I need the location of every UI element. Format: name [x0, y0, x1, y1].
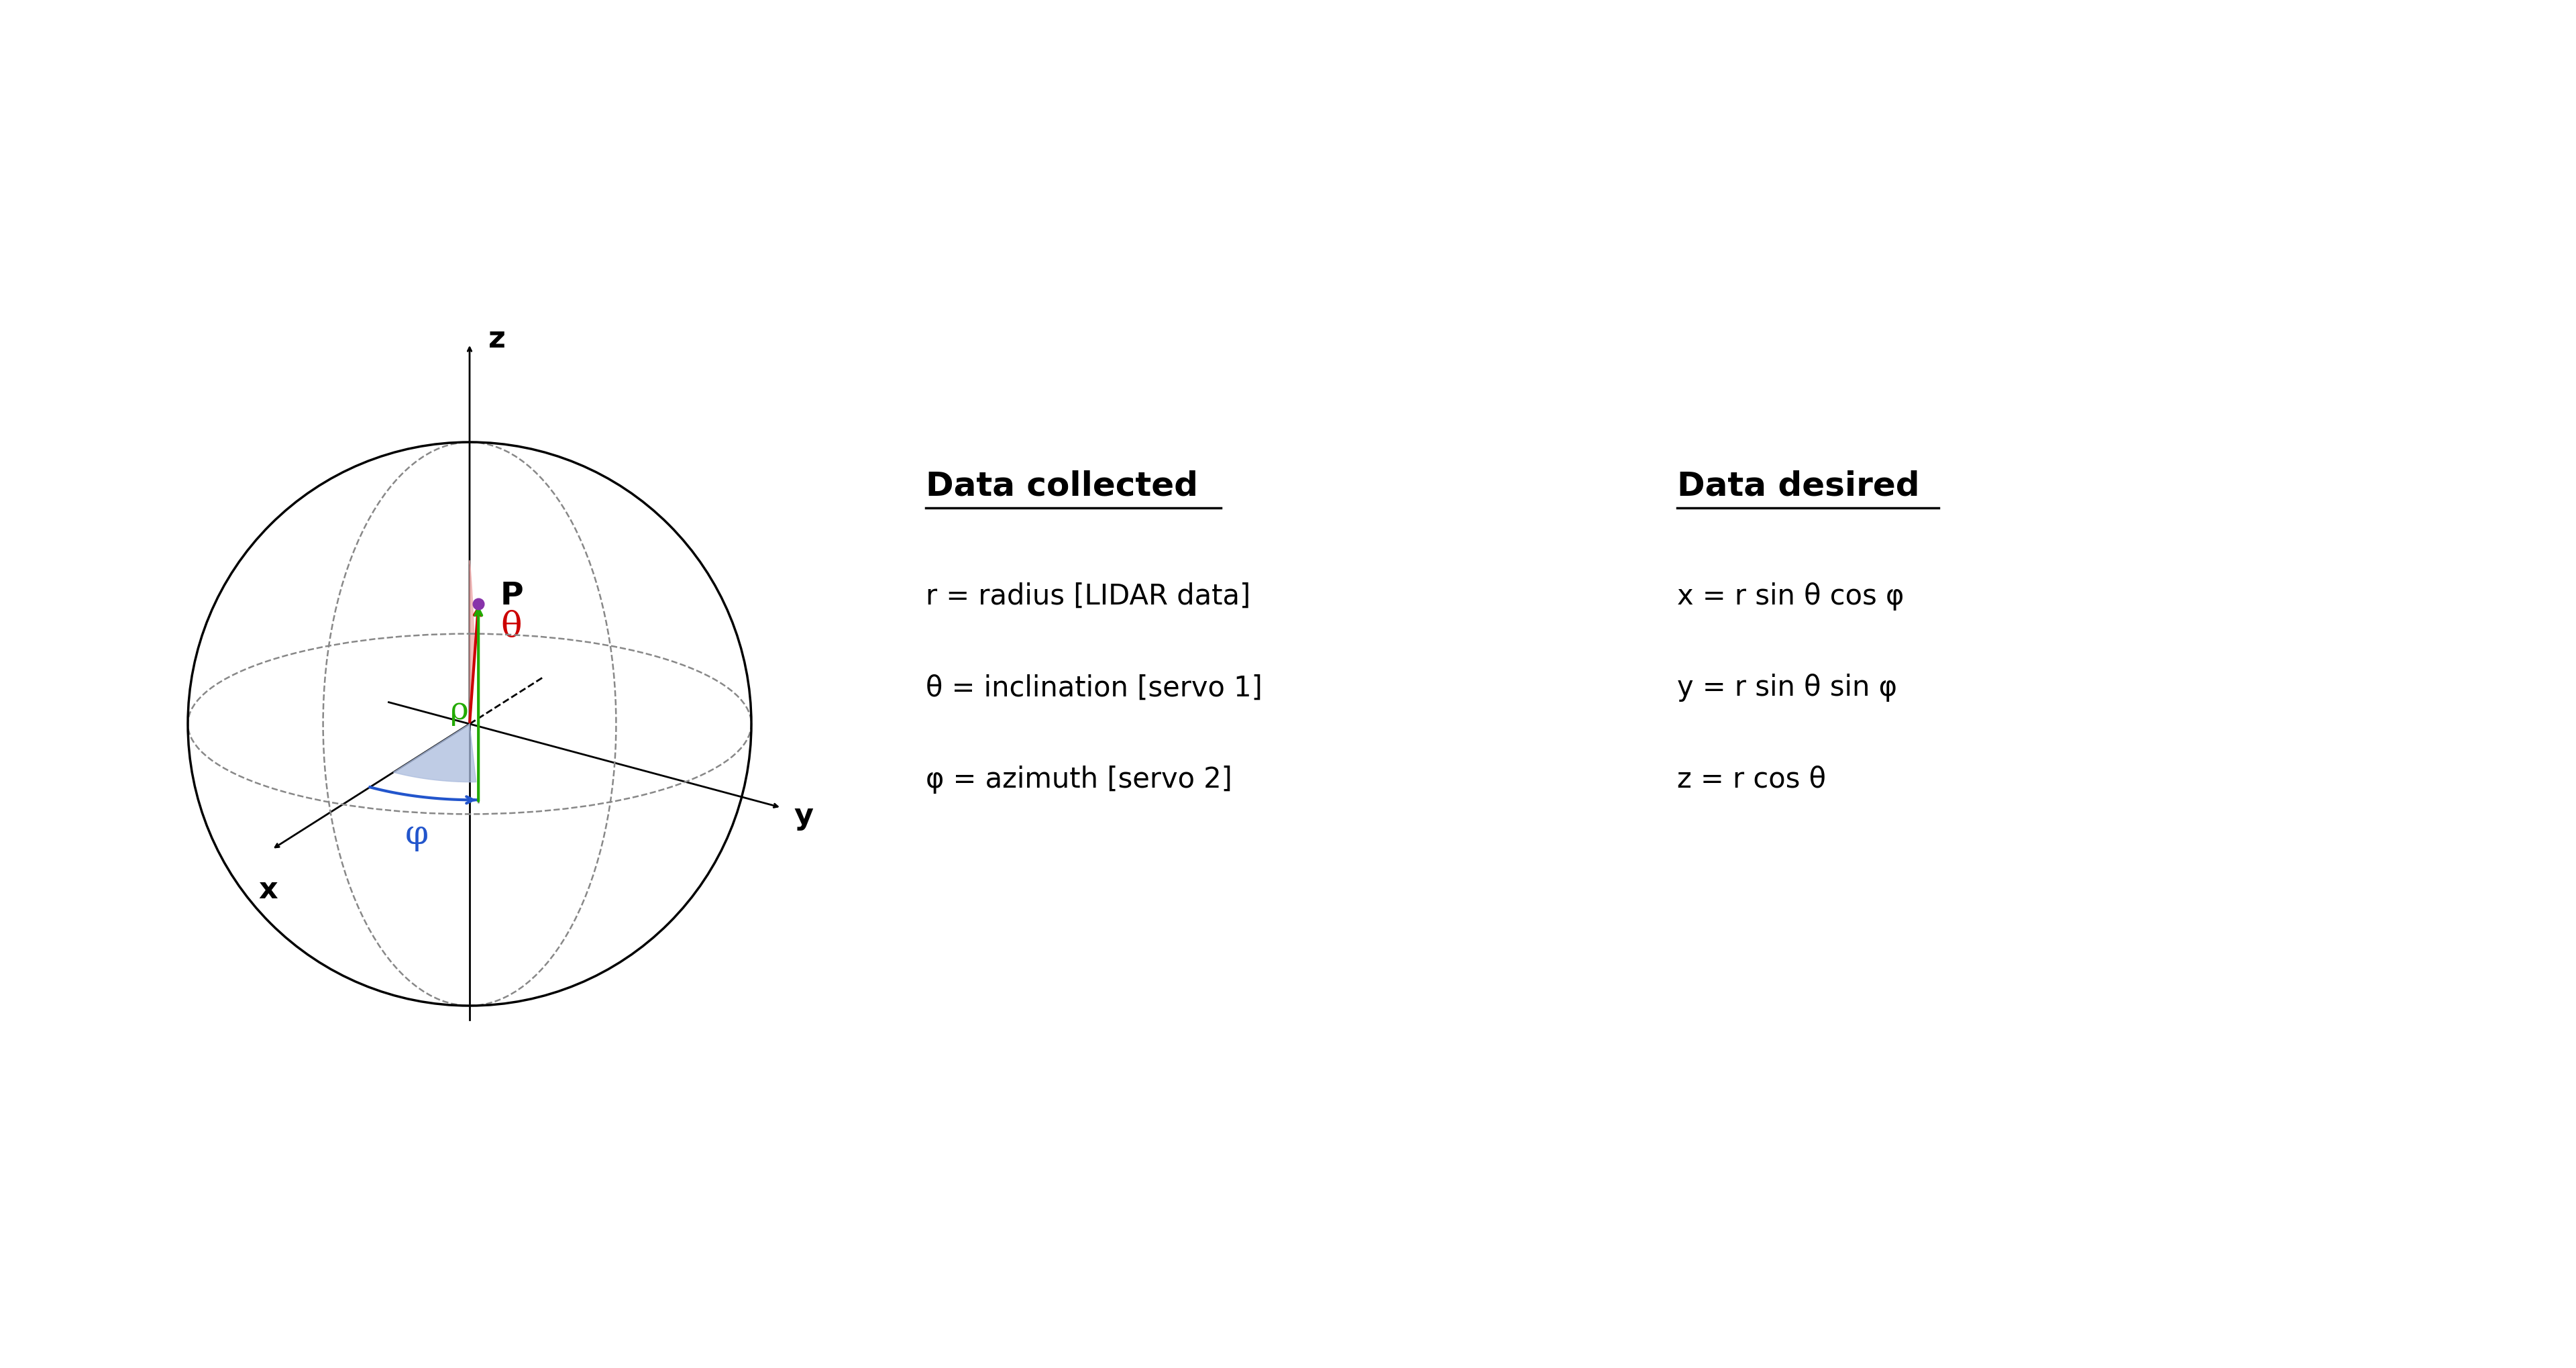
Text: x: x	[258, 876, 278, 904]
Text: Data collected: Data collected	[925, 469, 1198, 502]
Text: z = r cos θ: z = r cos θ	[1677, 765, 1826, 793]
Text: θ: θ	[500, 609, 523, 643]
Text: φ = azimuth [servo 2]: φ = azimuth [servo 2]	[925, 765, 1231, 793]
Text: ρ: ρ	[451, 695, 469, 725]
Text: x = r sin θ cos φ: x = r sin θ cos φ	[1677, 581, 1904, 610]
Text: r = radius [LIDAR data]: r = radius [LIDAR data]	[925, 581, 1249, 610]
Text: φ: φ	[404, 818, 428, 851]
Polygon shape	[394, 724, 477, 782]
Text: Data desired: Data desired	[1677, 469, 1919, 502]
Polygon shape	[469, 561, 474, 724]
Text: z: z	[489, 324, 505, 353]
Text: y: y	[793, 802, 814, 830]
Text: θ = inclination [servo 1]: θ = inclination [servo 1]	[925, 673, 1262, 702]
Text: P: P	[500, 581, 523, 611]
Text: y = r sin θ sin φ: y = r sin θ sin φ	[1677, 673, 1896, 702]
